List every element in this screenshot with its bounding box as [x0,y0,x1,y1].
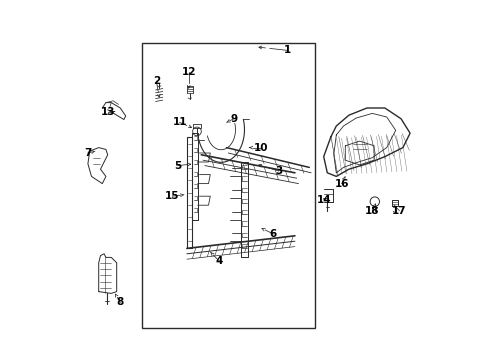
Text: 11: 11 [172,117,186,127]
Bar [142,43,314,328]
Text: 2: 2 [152,76,160,86]
Text: 18: 18 [365,206,379,216]
Text: 12: 12 [181,67,196,77]
Text: 9: 9 [230,114,237,124]
Text: 1: 1 [284,45,291,55]
Text: 17: 17 [391,206,406,216]
Text: 15: 15 [165,191,180,201]
Text: 7: 7 [84,148,91,158]
Text: 8: 8 [117,297,123,307]
Text: 10: 10 [253,143,267,153]
Text: 16: 16 [334,179,348,189]
Text: 14: 14 [316,195,330,205]
Text: 4: 4 [215,256,223,266]
Text: 6: 6 [269,229,276,239]
Text: 5: 5 [174,161,181,171]
Text: 13: 13 [100,107,115,117]
Text: 3: 3 [275,166,282,176]
